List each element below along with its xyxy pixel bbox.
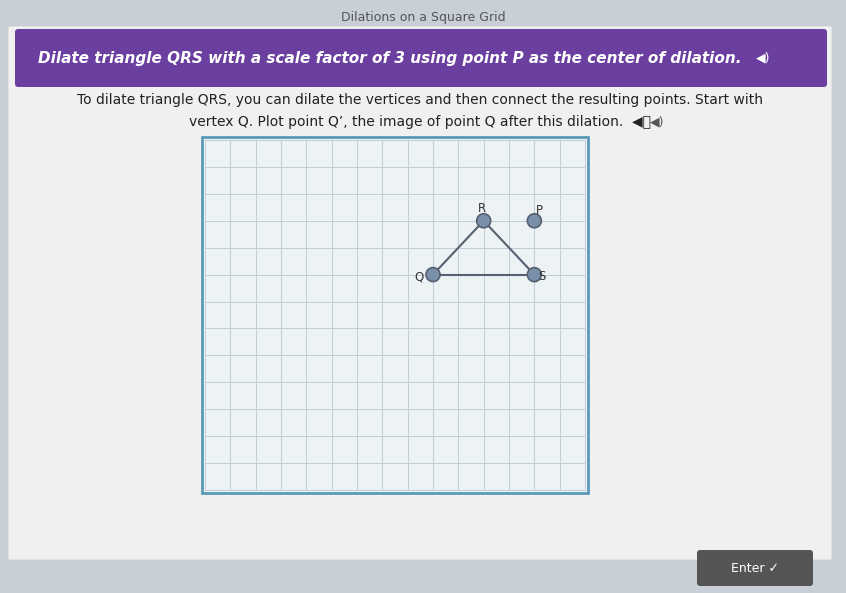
FancyBboxPatch shape	[15, 29, 827, 87]
Text: Dilate triangle QRS with a scale factor of 3 using point P as the center of dila: Dilate triangle QRS with a scale factor …	[38, 50, 742, 65]
Text: To dilate triangle QRS, you can dilate the vertices and then connect the resulti: To dilate triangle QRS, you can dilate t…	[77, 93, 763, 107]
Circle shape	[476, 213, 491, 228]
Text: Enter ✓: Enter ✓	[731, 562, 779, 575]
FancyBboxPatch shape	[697, 550, 813, 586]
Text: S: S	[539, 270, 546, 283]
Text: vertex Q. Plot point Q’, the image of point Q after this dilation.  ◀⧳: vertex Q. Plot point Q’, the image of po…	[189, 115, 651, 129]
Text: P: P	[536, 204, 543, 217]
Text: Dilations on a Square Grid: Dilations on a Square Grid	[341, 11, 505, 24]
FancyBboxPatch shape	[8, 26, 832, 560]
Circle shape	[527, 213, 541, 228]
Text: ◀): ◀)	[650, 116, 664, 129]
FancyBboxPatch shape	[202, 137, 588, 493]
Text: ◀): ◀)	[756, 52, 771, 65]
Text: Q: Q	[415, 270, 424, 283]
Circle shape	[426, 267, 440, 282]
Circle shape	[527, 267, 541, 282]
Text: R: R	[478, 202, 486, 215]
